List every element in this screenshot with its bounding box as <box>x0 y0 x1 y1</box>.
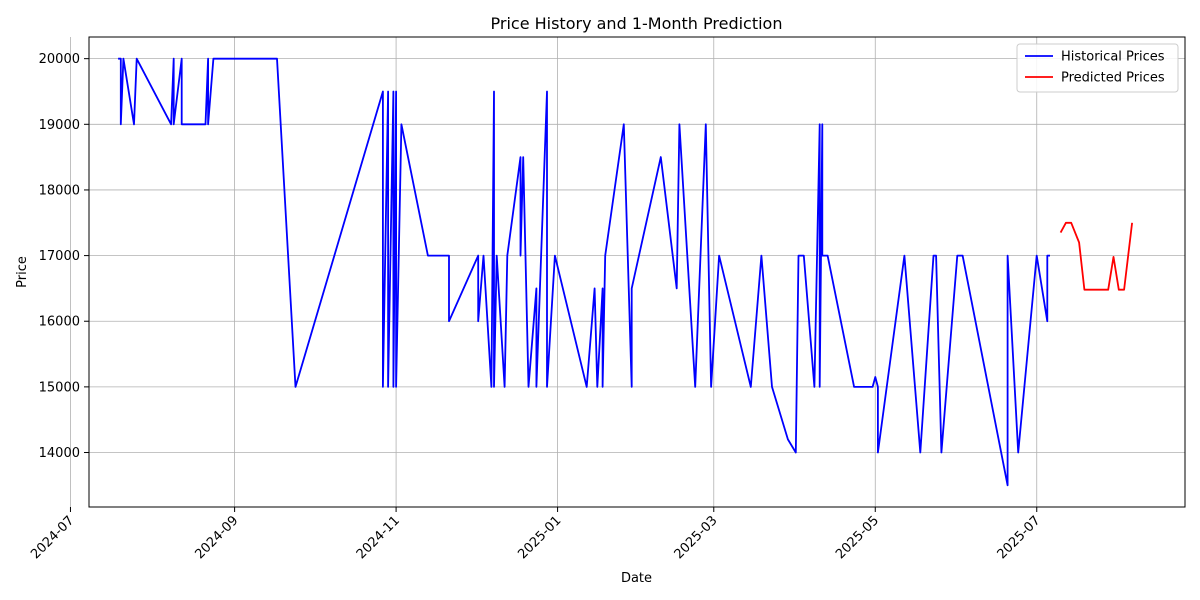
y-axis-label: Price <box>15 256 30 288</box>
y-tick-label: 16000 <box>39 315 80 330</box>
legend-box <box>1016 43 1179 93</box>
plot-area-frame <box>88 36 1186 508</box>
legend-entry-label: Historical Prices <box>1061 50 1165 65</box>
y-axis-ticks: 14000 15000 16000 17000 18000 19000 20000 <box>39 52 89 461</box>
series-lines <box>118 57 1133 487</box>
y-tick-label: 14000 <box>39 446 80 461</box>
chart-title: Price History and 1-Month Prediction <box>491 14 783 33</box>
x-axis-label: Date <box>621 571 652 586</box>
series-line-predicted-prices <box>1059 221 1133 291</box>
series-line-historical-prices <box>118 57 1050 487</box>
legend: Historical Prices Predicted Prices <box>1016 43 1179 93</box>
y-tick-label: 20000 <box>39 52 80 67</box>
y-tick-label: 15000 <box>39 380 80 395</box>
y-tick-label: 18000 <box>39 183 80 198</box>
y-tick-label: 17000 <box>39 249 80 264</box>
y-tick-label: 19000 <box>39 118 80 133</box>
legend-entry-label: Predicted Prices <box>1061 71 1165 86</box>
